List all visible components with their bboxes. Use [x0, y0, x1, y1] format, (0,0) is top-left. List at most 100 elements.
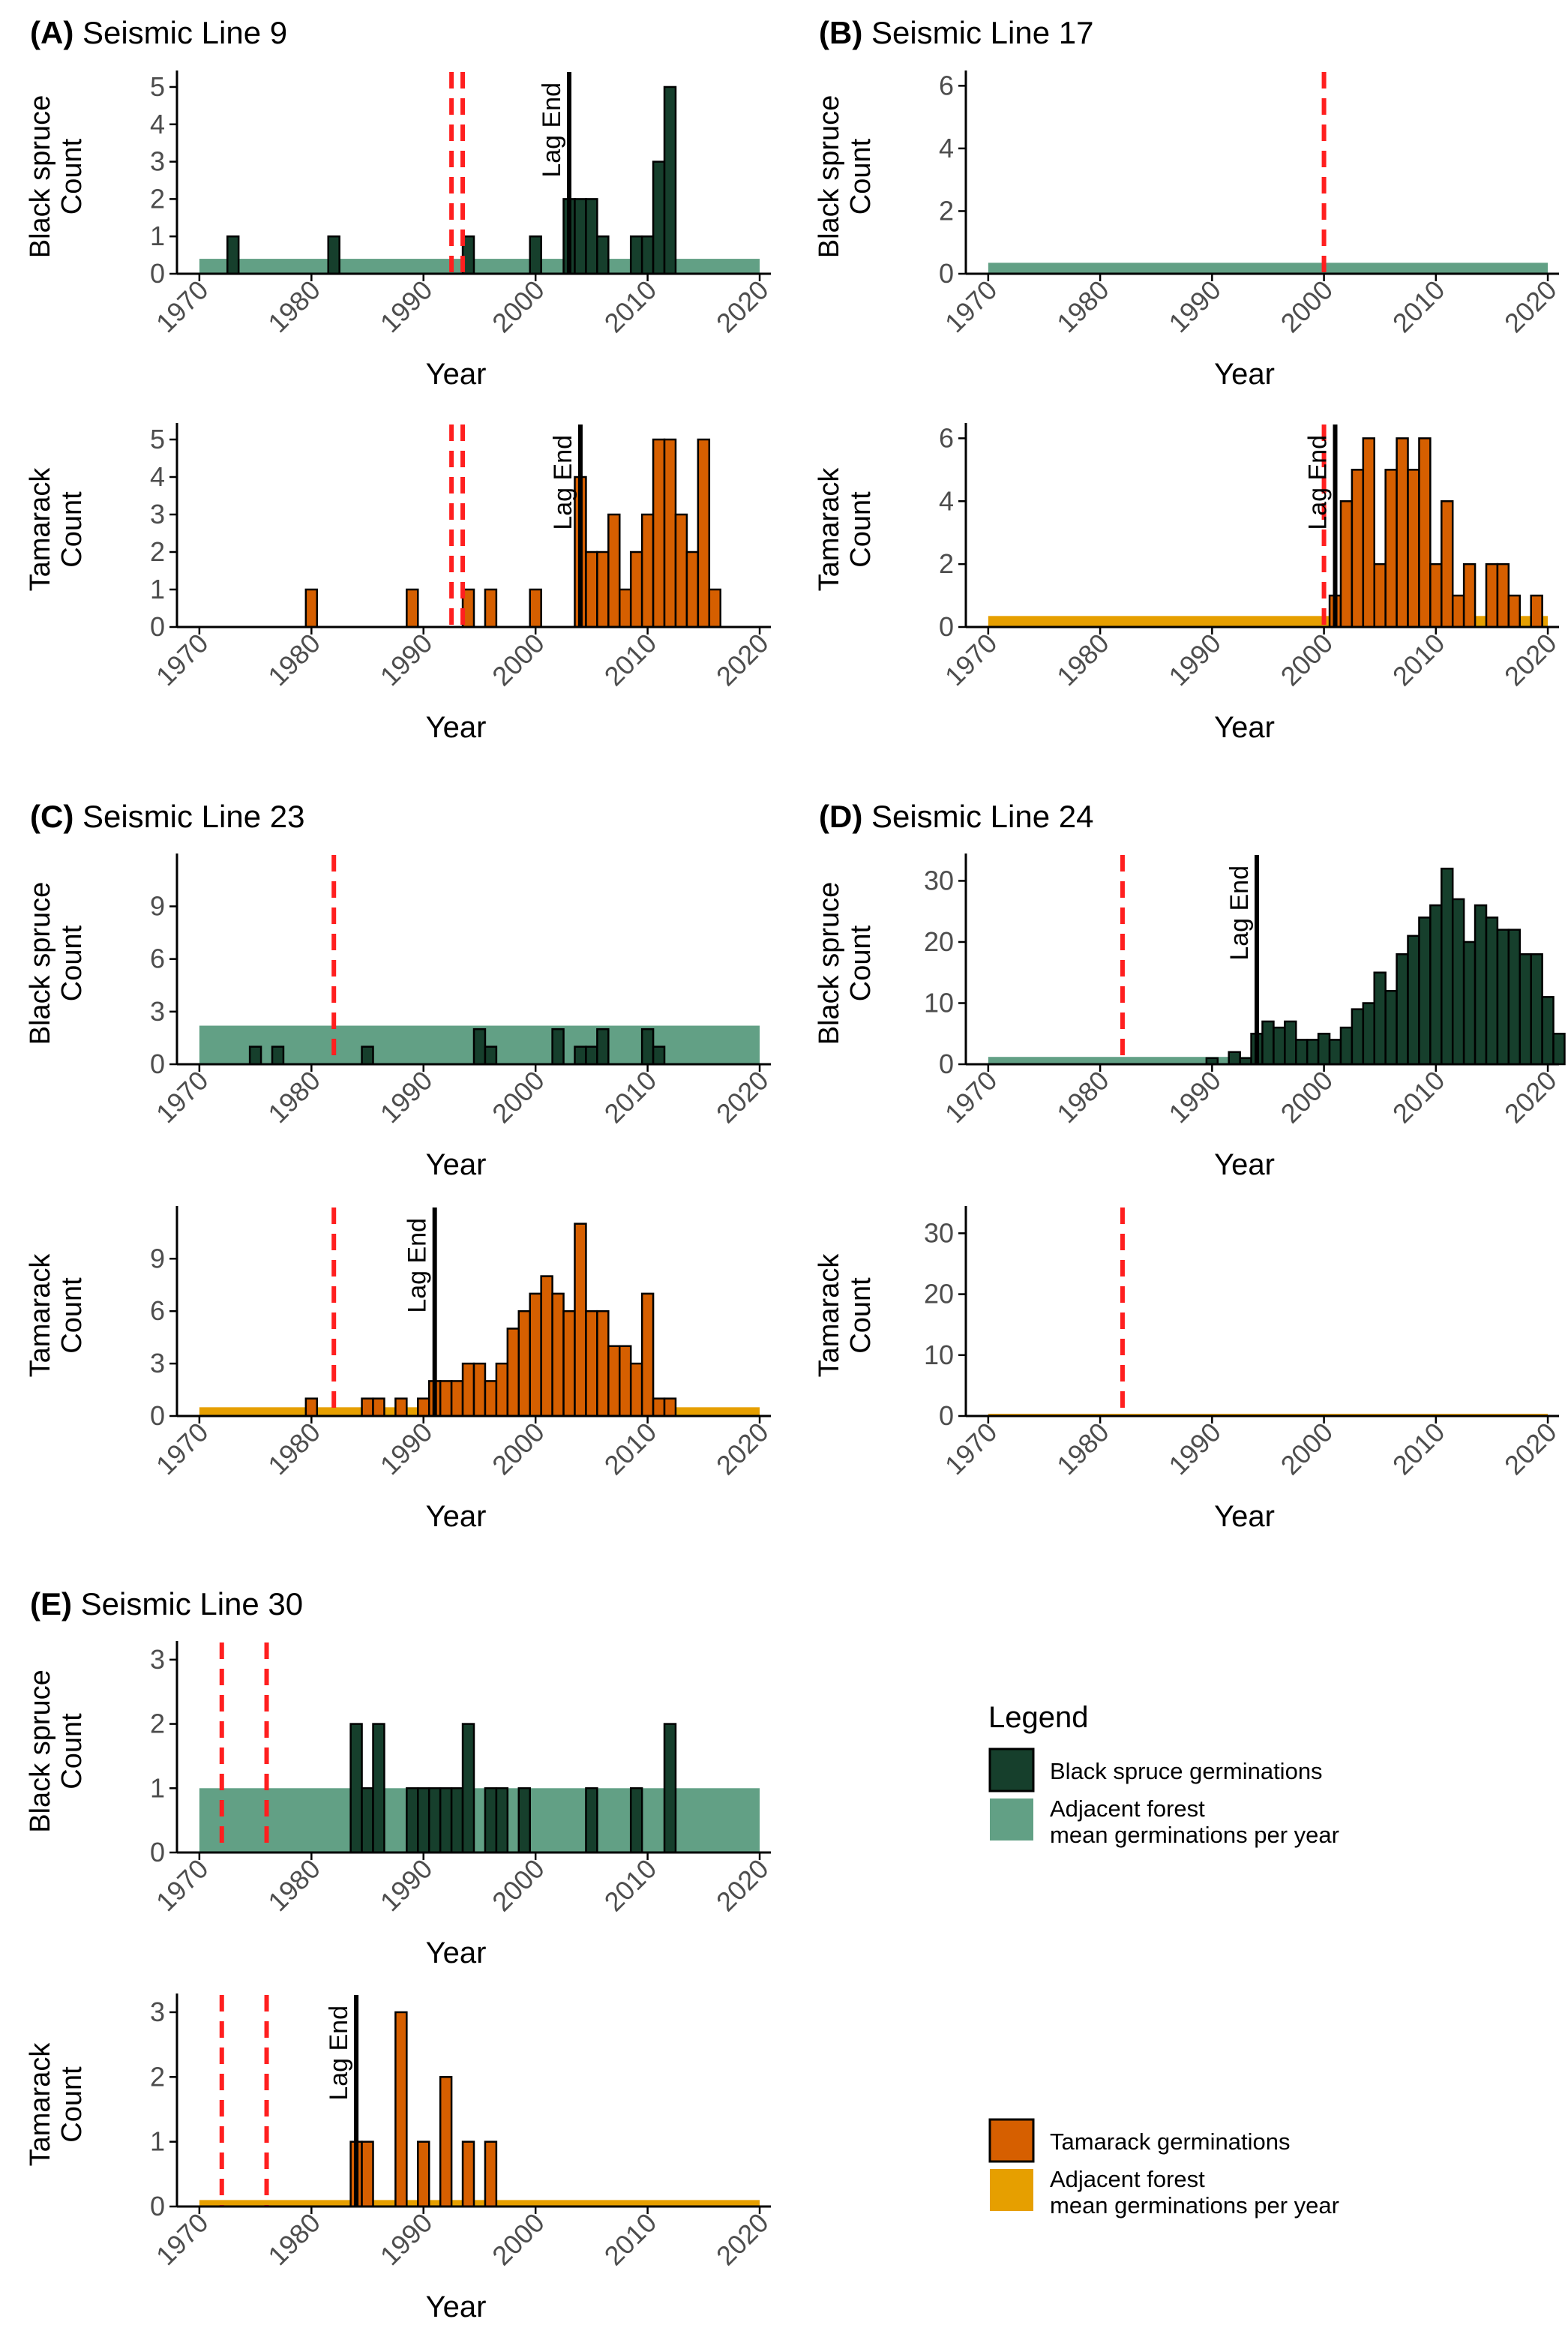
y-axis-label-line2: Count: [845, 138, 877, 214]
panel-letter: (C): [30, 799, 73, 834]
germination-bar: [607, 1345, 621, 1418]
germination-bar: [1474, 904, 1488, 1066]
germination-bar: [529, 1292, 542, 1418]
y-axis-label-line1: Tamarack: [814, 467, 845, 592]
germination-bar: [540, 1275, 553, 1418]
germination-bar: [663, 1723, 677, 1854]
y-tick-label: 0: [150, 1048, 165, 1079]
y-tick-label: 10: [924, 987, 954, 1018]
germination-bar: [1429, 562, 1443, 628]
x-tick-label: 2000: [1275, 274, 1339, 339]
germination-bar: [1295, 1039, 1309, 1066]
x-tick-label: 1980: [262, 1065, 326, 1130]
germination-bar: [484, 1046, 498, 1066]
germination-bar: [551, 1292, 565, 1418]
x-tick-label: 2010: [1387, 1417, 1451, 1481]
germination-bar: [1541, 996, 1555, 1066]
germination-bar: [461, 1723, 475, 1854]
germination-bar: [417, 1397, 430, 1418]
y-tick-label: 4: [939, 485, 954, 516]
panel-title: (B) Seismic Line 17: [819, 15, 1093, 50]
germination-bar: [1407, 469, 1420, 628]
germination-bar: [1373, 562, 1387, 628]
x-tick-label: 1980: [1051, 628, 1115, 692]
germination-bar: [472, 1362, 487, 1418]
y-tick-label: 0: [939, 1048, 954, 1079]
panel-letter: (B): [819, 15, 862, 50]
germination-bar: [495, 1787, 509, 1854]
germination-bar: [663, 438, 677, 628]
y-tick-label: 0: [150, 258, 165, 289]
germination-bar: [629, 550, 643, 628]
germination-bar: [1284, 1020, 1297, 1066]
y-tick-label: 10: [924, 1340, 954, 1370]
y-tick-label: 6: [150, 1295, 165, 1326]
legend-title: Legend: [988, 1701, 1088, 1734]
y-axis-label-line2: Count: [56, 491, 88, 568]
y-tick-label: 30: [924, 865, 954, 896]
x-axis-title: Year: [426, 1936, 487, 1970]
x-tick-label: 2000: [486, 1065, 550, 1130]
y-axis-label-line2: Count: [56, 138, 88, 214]
germination-bar: [1496, 562, 1510, 628]
y-tick-label: 6: [150, 944, 165, 974]
x-tick-label: 1980: [262, 1417, 326, 1481]
y-tick-label: 0: [150, 1837, 165, 1868]
germination-bar: [450, 1787, 464, 1854]
y-axis-label-line1: Black spruce: [25, 882, 56, 1046]
x-axis-title: Year: [1214, 358, 1275, 391]
panel-title: (A) Seismic Line 9: [30, 15, 287, 50]
y-tick-label: 4: [150, 461, 165, 492]
germination-bar: [652, 1397, 666, 1418]
germination-bar: [417, 1787, 430, 1854]
x-tick-label: 1980: [1051, 1065, 1115, 1130]
y-tick-label: 3: [150, 1644, 165, 1675]
y-tick-label: 1: [150, 220, 165, 251]
panel-title: (D) Seismic Line 24: [819, 799, 1093, 834]
x-axis-title: Year: [1214, 1500, 1275, 1533]
germination-bar: [1273, 1026, 1286, 1066]
germination-bar: [585, 1310, 598, 1418]
y-tick-label: 0: [939, 258, 954, 289]
x-tick-label: 2020: [1498, 1417, 1563, 1481]
germination-bar: [394, 1397, 408, 1418]
y-tick-label: 0: [150, 2191, 165, 2222]
panel-title: (E) Seismic Line 30: [30, 1586, 303, 1622]
legend-label-spruce-bars: Black spruce germinations: [1050, 1758, 1323, 1784]
x-tick-label: 2010: [598, 1853, 663, 1918]
lag-end-label: Lag End: [1225, 866, 1254, 961]
germination-bar: [1339, 1026, 1354, 1066]
germination-bar: [629, 1787, 643, 1854]
germination-bar: [1384, 989, 1398, 1066]
y-tick-label: 2: [939, 195, 954, 226]
x-tick-label: 2020: [710, 1065, 775, 1130]
y-tick-label: 3: [150, 1996, 165, 2027]
germination-bar: [417, 2140, 430, 2208]
germination-bar: [629, 1362, 643, 1418]
germination-bar: [1328, 1039, 1342, 1066]
x-tick-label: 1990: [1162, 1417, 1227, 1481]
x-axis-title: Year: [426, 1148, 487, 1181]
germination-bar: [640, 1028, 655, 1066]
y-axis-label-line1: Black spruce: [25, 95, 56, 259]
germination-bar: [1462, 562, 1477, 628]
y-tick-label: 1: [150, 1772, 165, 1803]
germination-bar: [271, 1046, 285, 1066]
y-tick-label: 5: [150, 71, 165, 102]
x-tick-label: 1980: [1051, 1417, 1115, 1481]
x-tick-label: 2000: [486, 1853, 550, 1918]
y-tick-label: 4: [150, 109, 165, 140]
y-tick-label: 2: [150, 1708, 165, 1739]
germination-bar: [1306, 1039, 1320, 1066]
y-tick-label: 0: [150, 611, 165, 642]
x-tick-label: 2000: [486, 1417, 550, 1481]
germination-bar: [484, 588, 498, 628]
germination-bar: [629, 235, 643, 275]
x-tick-label: 2010: [598, 628, 663, 692]
x-tick-label: 2000: [486, 274, 550, 339]
x-tick-label: 2020: [1498, 1065, 1563, 1130]
legend-label-tamarack-mean-1: Adjacent forest: [1050, 2166, 1205, 2192]
